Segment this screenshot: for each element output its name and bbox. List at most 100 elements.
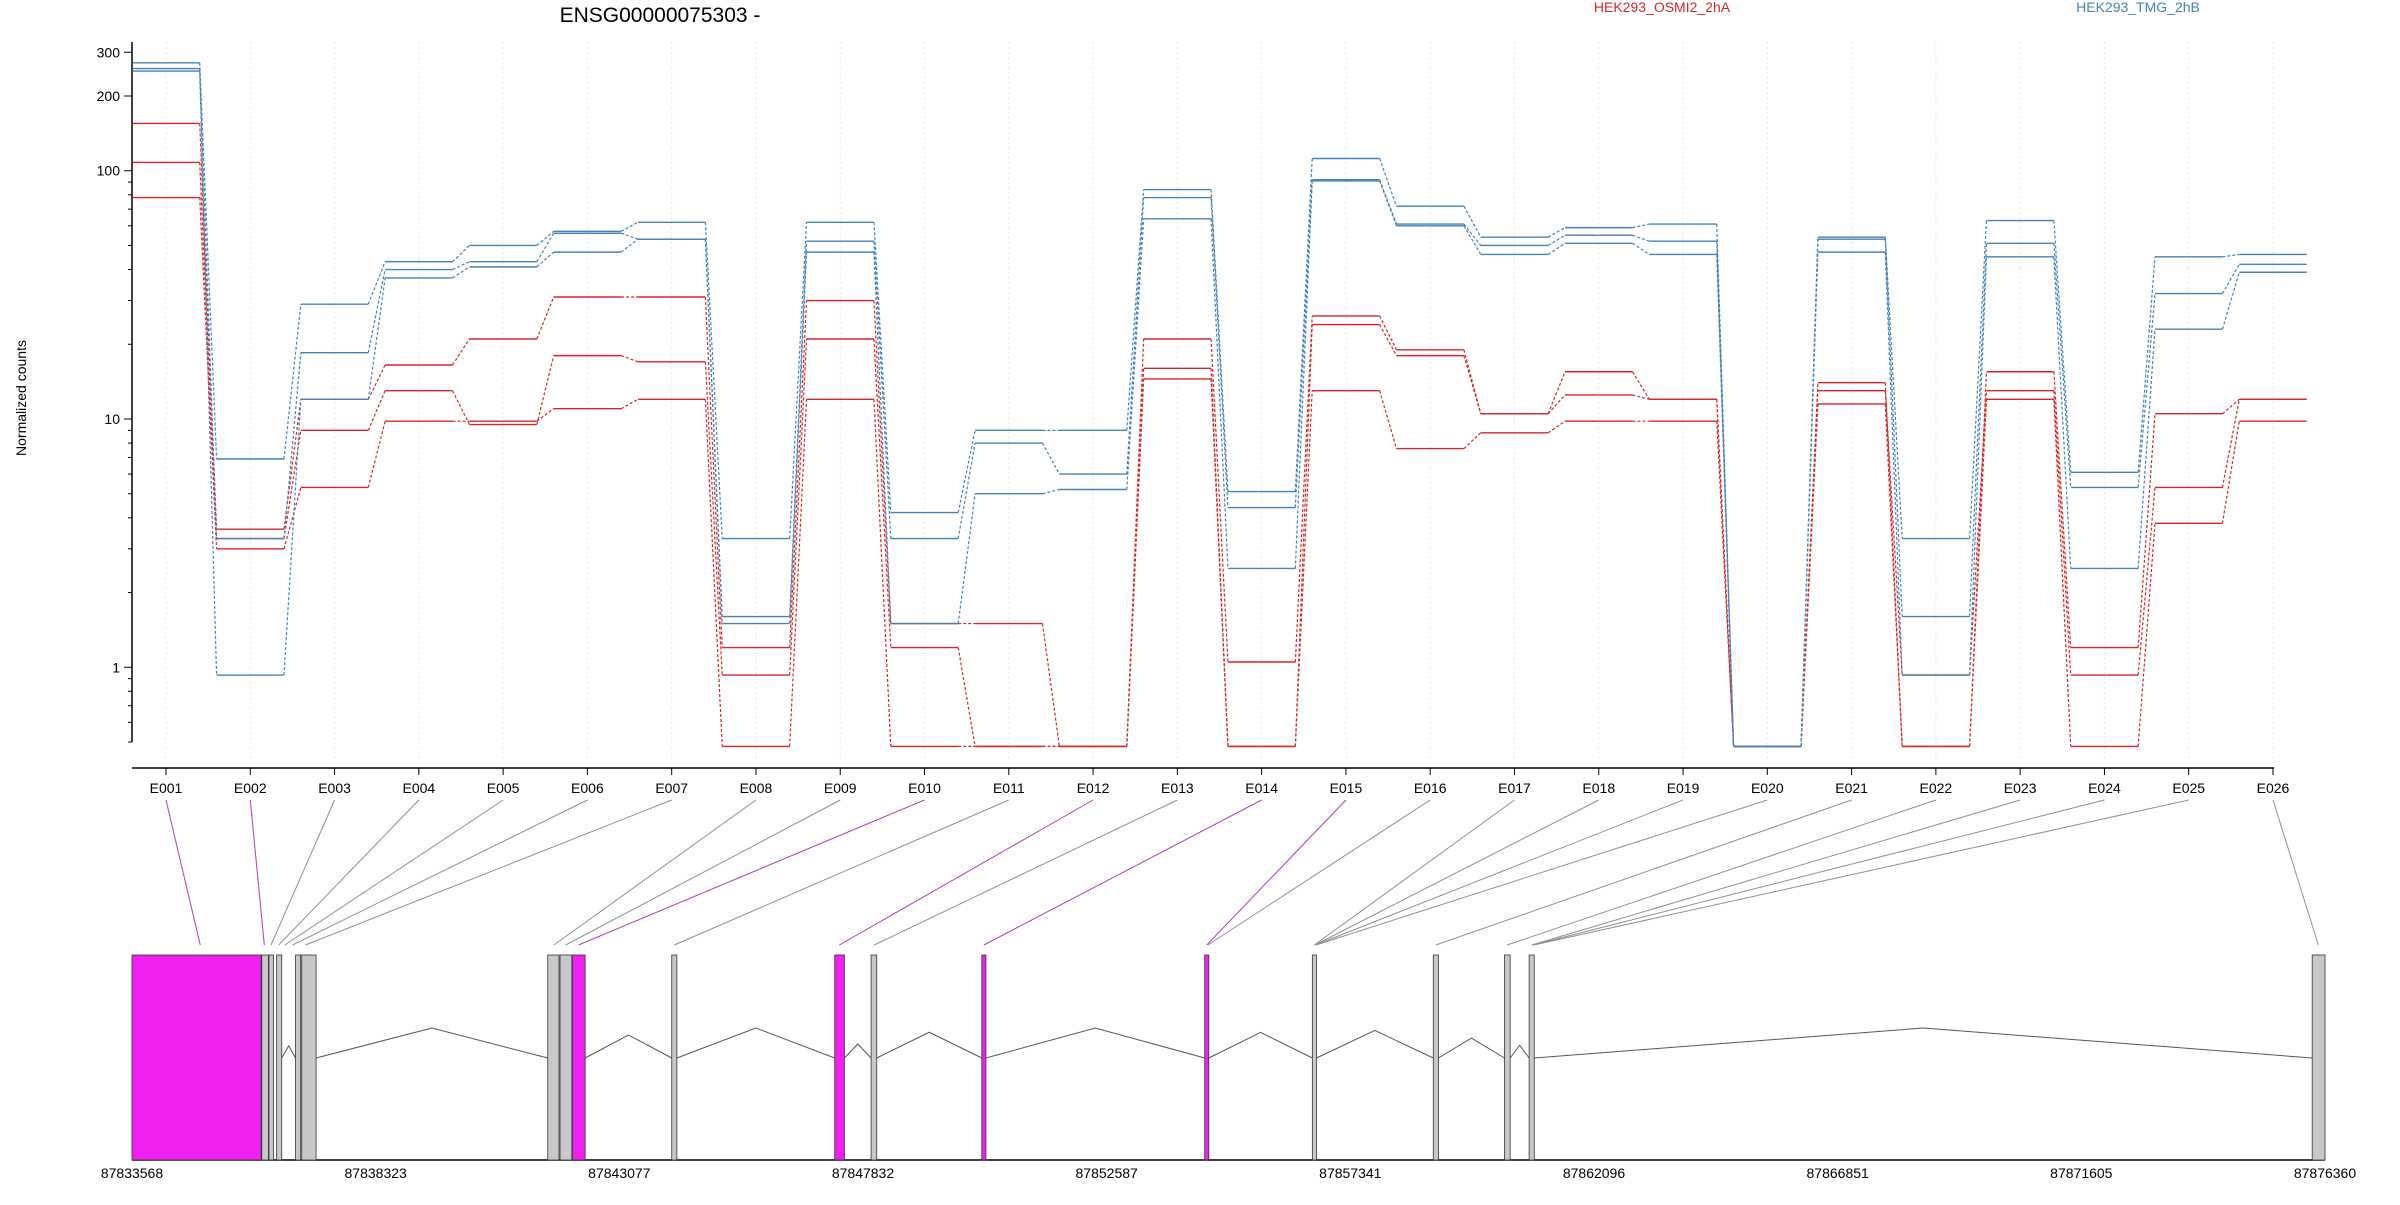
transition-e001 [199, 62, 218, 460]
transition-e024 [2137, 293, 2156, 488]
transition-e010 [957, 430, 976, 513]
transition-e025 [2221, 421, 2240, 524]
transition-e025 [2221, 399, 2240, 488]
exon [1311, 954, 1317, 1161]
transition-e005 [536, 251, 555, 268]
transition-e014 [1294, 158, 1313, 492]
legend-entry-tmg: HEK293_TMG_2hB [2076, 0, 2200, 15]
x-tick-label-e026: E026 [2257, 780, 2290, 796]
transition-e008 [789, 252, 808, 624]
transition-e005 [536, 232, 555, 263]
x-tick-label-e002: E002 [234, 780, 267, 796]
transition-e015 [1379, 180, 1398, 227]
transition-e016 [1463, 432, 1482, 450]
transition-e006 [620, 398, 639, 410]
transition-e023 [2053, 399, 2072, 747]
x-tick-label-e022: E022 [1920, 780, 1953, 796]
transition-e001 [199, 68, 218, 539]
transition-e009 [873, 399, 892, 747]
connector-e002 [249, 799, 265, 946]
transition-e007 [704, 239, 723, 624]
transition-e013 [1210, 338, 1229, 663]
connector-e017 [1314, 799, 1515, 946]
transition-e001 [199, 162, 218, 539]
genomic-coordinate-label: 87838323 [345, 1165, 408, 1181]
series-osmi2-1 [132, 122, 2307, 748]
gene-model: 87833568 87838323 87843077 87847832 87852587… [101, 954, 2357, 1181]
transition-e007 [704, 361, 723, 676]
intron [584, 1034, 672, 1059]
genomic-coordinate-label: 87876360 [2294, 1165, 2357, 1181]
intron [844, 1043, 872, 1059]
x-tick-label-e010: E010 [908, 780, 941, 796]
exon [276, 954, 283, 1161]
exon-highlighted [131, 954, 262, 1161]
genomic-coordinate-label: 87857341 [1319, 1165, 1382, 1181]
transition-e013 [1210, 378, 1229, 747]
transition-e010 [957, 493, 976, 624]
transition-e015 [1379, 315, 1398, 351]
exon [547, 954, 560, 1161]
series-tmg-3 [132, 70, 2307, 748]
transition-e014 [1294, 315, 1313, 663]
transition-e025 [2221, 263, 2240, 294]
transition-e024 [2137, 413, 2156, 648]
connector-e019 [1315, 799, 1684, 946]
exon [559, 954, 573, 1161]
genomic-coordinate-label: 87866851 [1807, 1165, 1870, 1181]
transition-e009 [873, 222, 892, 513]
transition-e023 [2053, 390, 2072, 676]
transition-e017 [1547, 371, 1566, 414]
transition-e025 [2221, 272, 2240, 330]
transition-e023 [2053, 243, 2072, 488]
exon [2311, 954, 2326, 1161]
genomic-coordinate-label: 87852587 [1076, 1165, 1139, 1181]
x-tick-label-e007: E007 [655, 780, 688, 796]
transition-e002 [283, 399, 302, 676]
transition-e022 [1968, 220, 1988, 539]
x-tick-label-e009: E009 [824, 780, 857, 796]
exon [268, 954, 274, 1161]
transition-e012 [1126, 197, 1145, 475]
transition-e002 [283, 352, 302, 539]
transition-e019 [1716, 254, 1735, 747]
series-osmi2-3 [132, 196, 2307, 748]
transition-e020 [1800, 252, 1819, 747]
legend-entry-osmi2: HEK293_OSMI2_2hA [1594, 0, 1731, 15]
transition-e018 [1632, 242, 1650, 255]
connector-e011 [674, 799, 1009, 946]
exon-highlighted [981, 954, 987, 1161]
exon-highlighted [571, 954, 586, 1161]
transition-e024 [2137, 523, 2156, 747]
transition-e016 [1463, 205, 1482, 238]
exon [1528, 954, 1535, 1161]
connector-e012 [839, 799, 1094, 946]
transition-e025 [2222, 398, 2240, 415]
y-tick-label: 200 [97, 88, 121, 104]
x-tick-label-e001: E001 [150, 780, 183, 796]
transition-e011 [1041, 623, 1060, 747]
transition-e015 [1379, 390, 1398, 449]
x-tick-label-e020: E020 [1751, 780, 1784, 796]
transition-e008 [789, 241, 808, 617]
exon [295, 954, 302, 1161]
exon [261, 954, 269, 1161]
transition-e008 [789, 399, 808, 747]
transition-e022 [1968, 399, 1988, 747]
genomic-coordinate-label: 87847832 [832, 1165, 895, 1181]
x-tick-label-e003: E003 [318, 780, 351, 796]
x-tick-label-e006: E006 [571, 780, 604, 796]
connector-e013 [873, 799, 1178, 946]
x-tick-label-e019: E019 [1667, 780, 1700, 796]
transition-e009 [873, 338, 892, 648]
x-tick-label-e023: E023 [2004, 780, 2037, 796]
connector-e025 [1533, 799, 2189, 946]
connector-e009 [565, 799, 841, 946]
transition-e001 [199, 71, 218, 676]
intron [315, 1027, 548, 1059]
transition-e017 [1547, 234, 1566, 246]
connector-e022 [1506, 799, 1937, 946]
exon [671, 954, 678, 1161]
intron [1208, 1031, 1313, 1059]
intron [1438, 1037, 1505, 1059]
